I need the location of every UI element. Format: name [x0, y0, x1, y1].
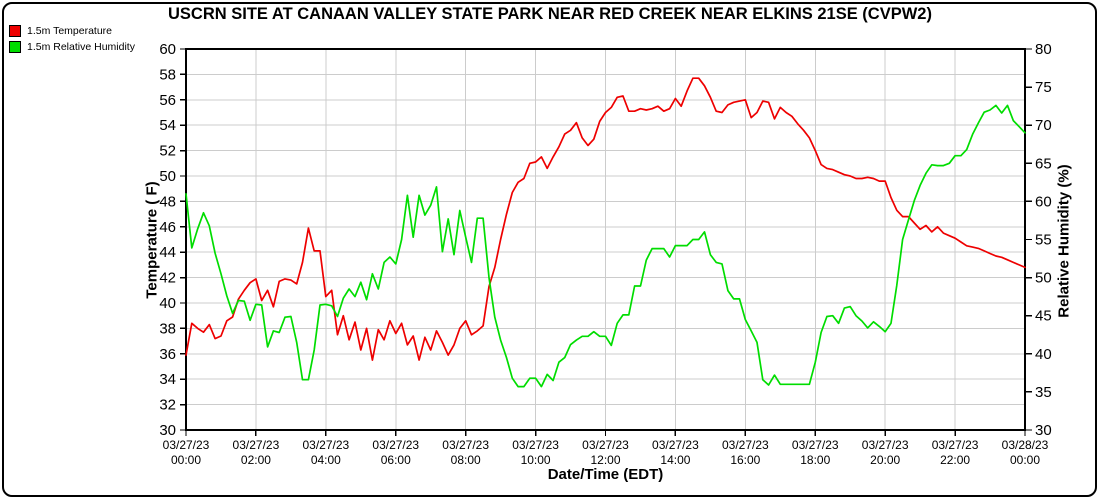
svg-text:06:00: 06:00 [381, 453, 411, 467]
svg-text:32: 32 [159, 397, 176, 414]
svg-text:03/27/23: 03/27/23 [372, 438, 419, 452]
temperature-line [185, 77, 1026, 361]
svg-text:03/27/23: 03/27/23 [512, 438, 559, 452]
svg-text:80: 80 [1035, 41, 1052, 58]
humidity-swatch-icon [9, 41, 21, 53]
svg-text:14:00: 14:00 [660, 453, 690, 467]
svg-text:46: 46 [159, 219, 176, 236]
svg-text:18:00: 18:00 [800, 453, 830, 467]
svg-text:03/28/23: 03/28/23 [1002, 438, 1049, 452]
legend-item-humidity: 1.5m Relative Humidity [9, 41, 135, 53]
svg-text:70: 70 [1035, 117, 1052, 134]
svg-text:60: 60 [1035, 193, 1052, 210]
svg-text:03/27/23: 03/27/23 [582, 438, 629, 452]
svg-text:03/27/23: 03/27/23 [442, 438, 489, 452]
svg-text:30: 30 [1035, 422, 1052, 439]
svg-text:35: 35 [1035, 384, 1052, 401]
svg-text:65: 65 [1035, 155, 1052, 172]
svg-text:58: 58 [159, 66, 176, 83]
chart-title: USCRN SITE AT CANAAN VALLEY STATE PARK N… [168, 5, 932, 23]
legend: 1.5m Temperature 1.5m Relative Humidity [9, 25, 135, 57]
svg-text:08:00: 08:00 [451, 453, 481, 467]
y-right-tick-labels: 80 75 70 65 60 55 50 45 40 35 30 [1035, 41, 1052, 439]
svg-text:03/27/23: 03/27/23 [652, 438, 699, 452]
legend-label-temperature: 1.5m Temperature [27, 25, 113, 37]
svg-text:48: 48 [159, 193, 176, 210]
svg-text:50: 50 [1035, 270, 1052, 287]
svg-text:42: 42 [159, 270, 176, 287]
svg-text:00:00: 00:00 [171, 453, 201, 467]
svg-text:10:00: 10:00 [521, 453, 551, 467]
svg-text:03/27/23: 03/27/23 [862, 438, 909, 452]
svg-text:03/27/23: 03/27/23 [722, 438, 769, 452]
svg-text:60: 60 [159, 41, 176, 58]
x-axis-title: Date/Time (EDT) [547, 466, 664, 483]
svg-text:55: 55 [1035, 232, 1052, 249]
legend-item-temperature: 1.5m Temperature [9, 25, 135, 37]
svg-text:03/27/23: 03/27/23 [792, 438, 839, 452]
tick-marks [180, 48, 1032, 436]
svg-text:03/27/23: 03/27/23 [932, 438, 979, 452]
svg-text:38: 38 [159, 320, 176, 337]
svg-text:22:00: 22:00 [940, 453, 970, 467]
temperature-swatch-icon [9, 25, 21, 37]
svg-text:40: 40 [1035, 346, 1052, 363]
svg-text:20:00: 20:00 [870, 453, 900, 467]
legend-label-humidity: 1.5m Relative Humidity [27, 41, 135, 53]
svg-text:45: 45 [1035, 308, 1052, 325]
svg-text:44: 44 [159, 244, 176, 261]
svg-text:36: 36 [159, 346, 176, 363]
svg-text:03/27/23: 03/27/23 [302, 438, 349, 452]
svg-text:54: 54 [159, 117, 176, 134]
svg-text:34: 34 [159, 371, 176, 388]
svg-text:30: 30 [159, 422, 176, 439]
gridlines [186, 49, 1025, 430]
x-tick-labels: 03/27/2300:0003/27/2302:0003/27/2304:000… [163, 438, 1049, 467]
svg-text:12:00: 12:00 [590, 453, 620, 467]
svg-text:50: 50 [159, 168, 176, 185]
svg-text:75: 75 [1035, 79, 1052, 96]
svg-text:03/27/23: 03/27/23 [163, 438, 210, 452]
svg-text:40: 40 [159, 295, 176, 312]
svg-text:16:00: 16:00 [730, 453, 760, 467]
humidity-line [185, 104, 1026, 388]
svg-text:56: 56 [159, 92, 176, 109]
svg-text:04:00: 04:00 [311, 453, 341, 467]
svg-text:00:00: 00:00 [1010, 453, 1040, 467]
svg-text:52: 52 [159, 143, 176, 160]
svg-text:03/27/23: 03/27/23 [233, 438, 280, 452]
y-left-tick-labels: 60 58 56 54 52 50 48 46 44 42 40 38 36 34 32 30 [159, 41, 176, 439]
svg-text:02:00: 02:00 [241, 453, 271, 467]
